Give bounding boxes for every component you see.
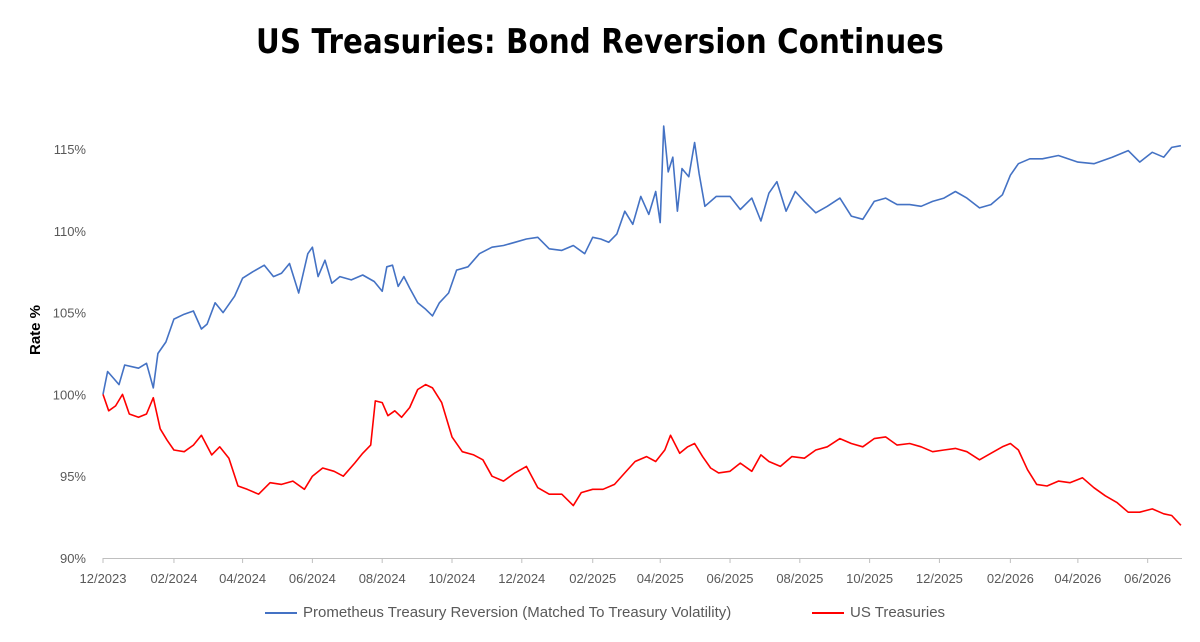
- legend-label-treasuries: US Treasuries: [850, 604, 946, 621]
- x-tick-label: 02/2026: [987, 571, 1034, 586]
- y-axis-label: Rate %: [27, 305, 44, 355]
- x-tick-label: 04/2025: [637, 571, 684, 586]
- x-tick-label: 08/2024: [359, 571, 406, 586]
- x-tick-label: 12/2025: [916, 571, 963, 586]
- x-tick-label: 12/2024: [498, 571, 545, 586]
- x-tick-label: 02/2025: [569, 571, 616, 586]
- x-tick-label: 06/2024: [289, 571, 336, 586]
- y-tick-label: 90%: [60, 551, 86, 566]
- y-tick-label: 110%: [54, 224, 87, 239]
- x-tick-label: 04/2024: [219, 571, 266, 586]
- legend-swatch-blue: [265, 611, 297, 614]
- legend-swatch-red: [812, 611, 844, 614]
- y-tick-label: 105%: [53, 306, 87, 321]
- y-tick-label: 95%: [60, 469, 86, 484]
- legend-label-prometheus: Prometheus Treasury Reversion (Matched T…: [303, 604, 732, 621]
- y-tick-label: 100%: [53, 387, 87, 402]
- legend-item-treasuries: US Treasuries: [812, 604, 945, 621]
- x-tick-label: 02/2024: [150, 571, 197, 586]
- chart-axes: 12/2023 02/2024 04/2024 06/2024 08/2024 10/20…: [53, 142, 1182, 586]
- x-tick-label: 06/2025: [707, 571, 754, 586]
- series-line-treasuries: [102, 383, 1182, 526]
- series-layer: [102, 125, 1182, 526]
- x-tick-label: 12/2023: [80, 571, 127, 586]
- y-tick-label: 115%: [54, 142, 87, 157]
- x-tick-label: 08/2025: [776, 571, 823, 586]
- x-tick-label: 04/2026: [1054, 571, 1101, 586]
- x-tick-label: 10/2025: [846, 571, 893, 586]
- chart-title: US Treasuries: Bond Reversion Continues: [256, 22, 944, 62]
- chart-legend: Prometheus Treasury Reversion (Matched T…: [0, 604, 1200, 628]
- x-tick-label: 06/2026: [1124, 571, 1171, 586]
- series-line-prometheus: [102, 125, 1182, 395]
- x-tick-label: 10/2024: [428, 571, 475, 586]
- legend-item-prometheus: Prometheus Treasury Reversion (Matched T…: [265, 604, 731, 621]
